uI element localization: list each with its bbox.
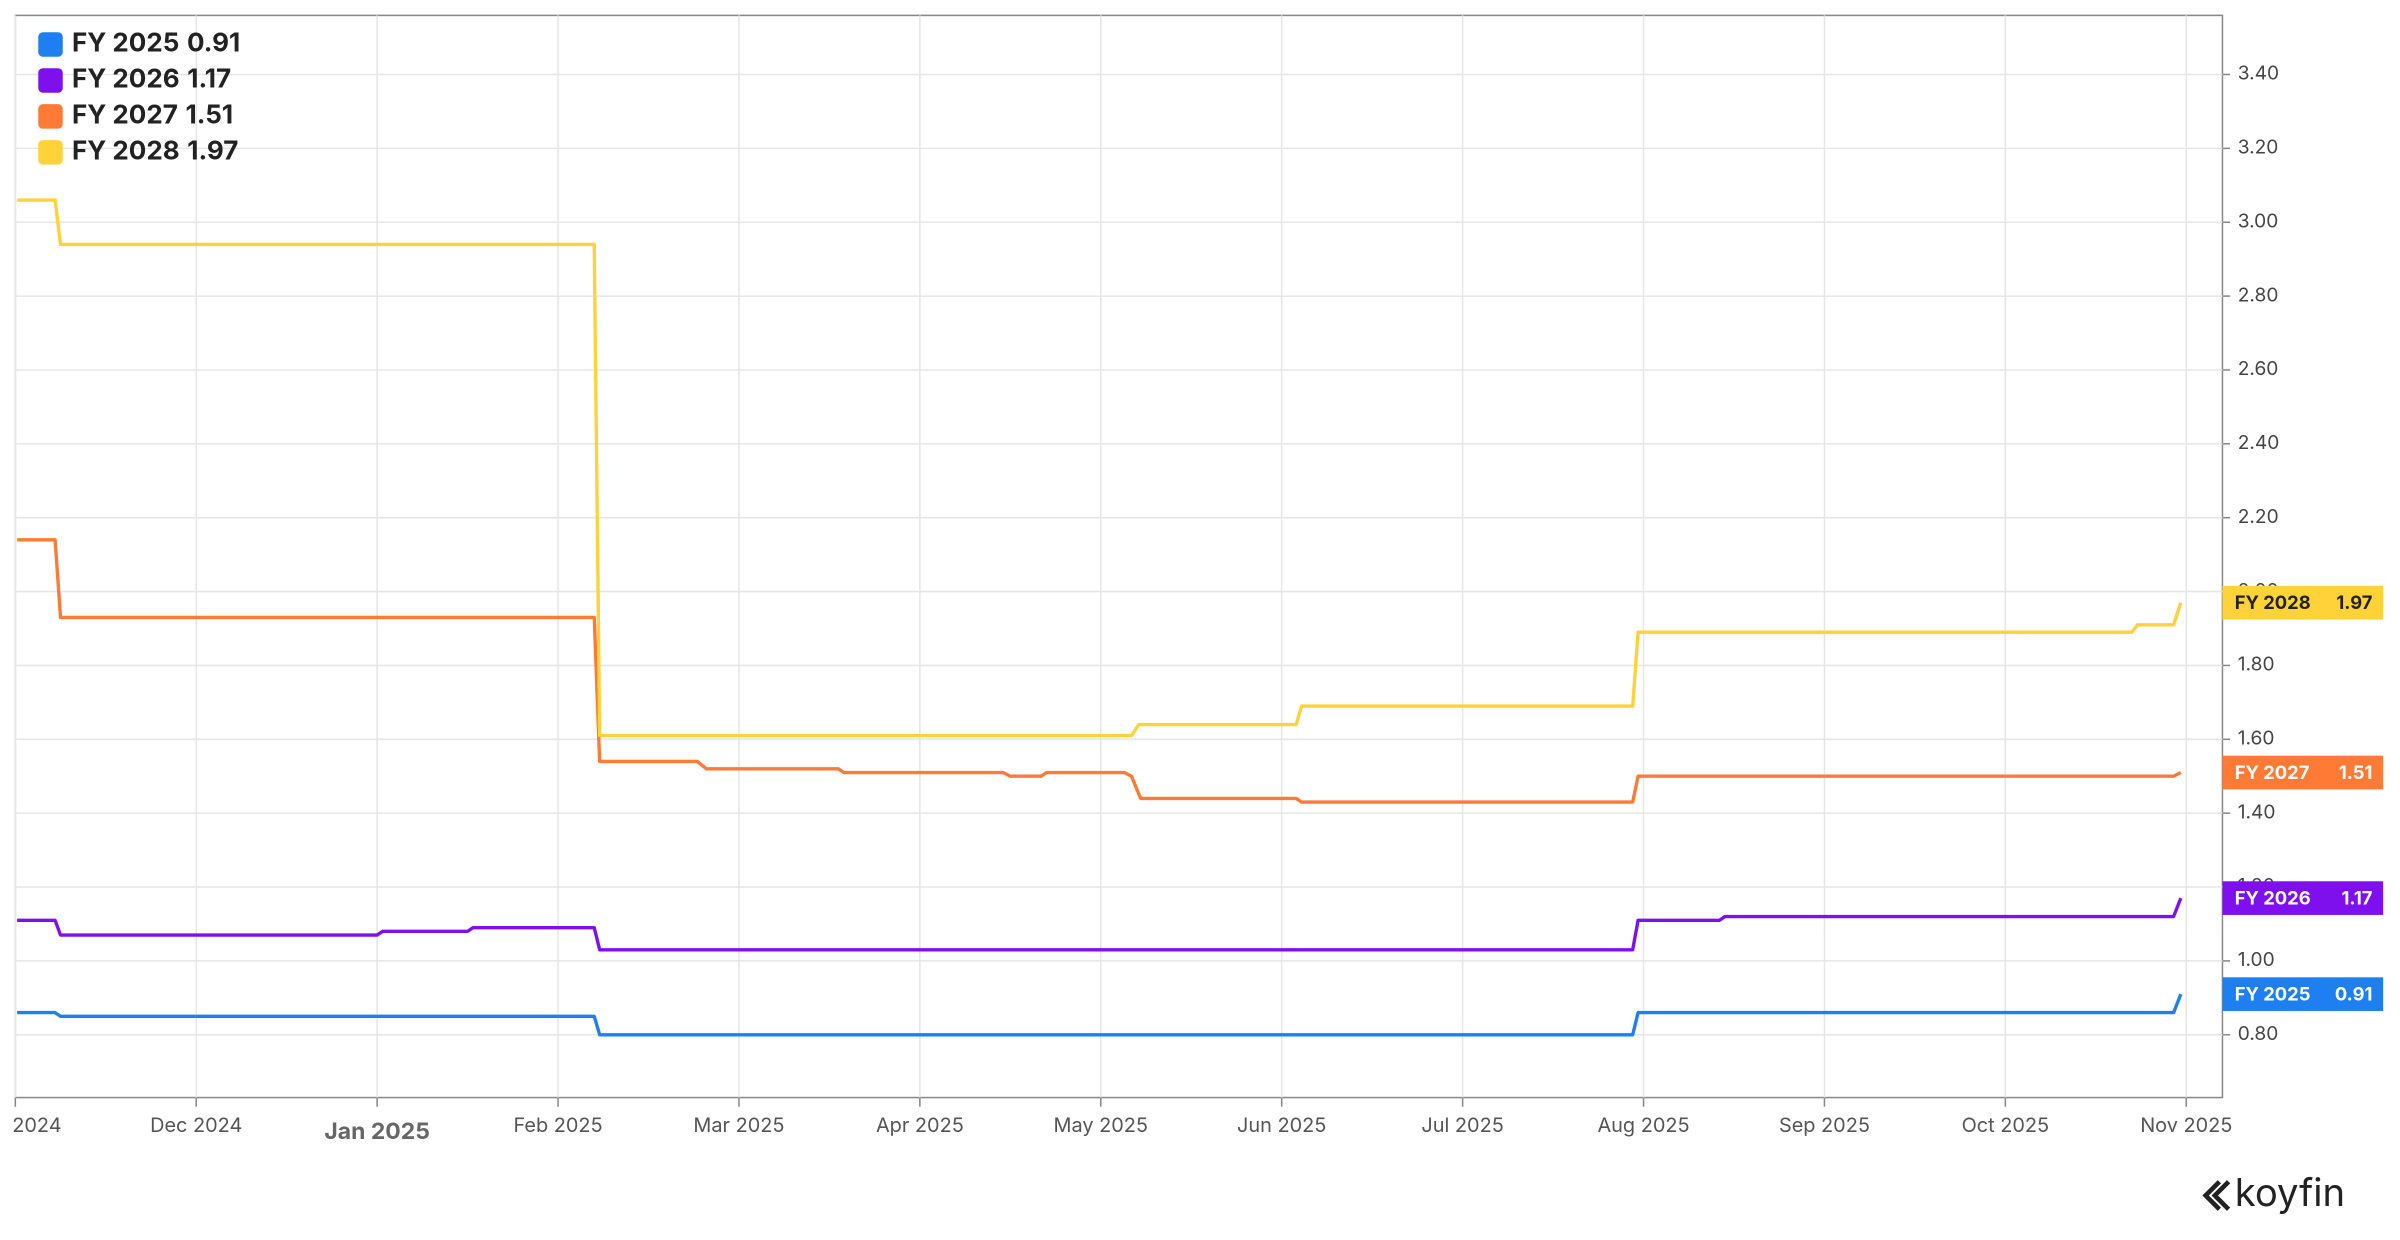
value-tag-name: FY 2025	[2235, 984, 2311, 1006]
x-tick-label: 2024	[12, 1113, 61, 1137]
series-line	[17, 897, 2183, 952]
value-tag-value: 1.51	[2339, 762, 2373, 784]
value-tag-value: 0.91	[2335, 984, 2373, 1006]
y-tick-label: 1.80	[2238, 652, 2275, 676]
series-line	[17, 538, 2182, 804]
x-tick-label: Feb 2025	[513, 1113, 602, 1137]
legend-label: FY 2028	[72, 136, 180, 167]
legend-label: FY 2027	[72, 100, 178, 131]
y-tick-label: 1.60	[2238, 726, 2275, 750]
series-line	[17, 198, 2183, 738]
y-tick-label: 3.20	[2238, 135, 2279, 159]
legend-swatch	[38, 104, 63, 129]
logo: koyfin	[2202, 1170, 2345, 1216]
legend-swatch	[38, 68, 63, 93]
value-tag	[2222, 755, 2384, 790]
lines	[17, 198, 2183, 1037]
legend-swatch	[38, 140, 63, 165]
x-tick-label: Jun 2025	[1237, 1113, 1326, 1137]
value-tag-name: FY 2026	[2235, 888, 2311, 910]
grid	[14, 15, 2223, 1098]
y-tick-label: 2.80	[2238, 282, 2279, 306]
legend-swatch	[38, 32, 63, 57]
y-tick-label: 3.00	[2238, 208, 2279, 232]
logo-text: koyfin	[2235, 1170, 2345, 1216]
legend-value: 1.17	[187, 64, 231, 95]
y-tick-label: 3.40	[2238, 61, 2279, 85]
x-tick-label: May 2025	[1054, 1113, 1148, 1137]
value-tag	[2222, 881, 2384, 915]
legend-label: FY 2025	[72, 28, 179, 59]
x-tick-label: Oct 2025	[1962, 1113, 2050, 1137]
x-tick-label: Apr 2025	[876, 1113, 964, 1137]
value-tag-name: FY 2027	[2235, 762, 2310, 784]
legend-value: 0.91	[187, 28, 240, 59]
y-tick-label: 2.40	[2238, 430, 2280, 454]
value-tag	[2222, 977, 2384, 1011]
legend-value: 1.51	[185, 100, 233, 131]
tags: FY 2025 0.91 FY 2026 1.17 FY 2027 1.51 FY 2028…	[2222, 585, 2384, 1011]
x-tick-label: Nov 2025	[2140, 1113, 2232, 1137]
value-tag-value: 1.17	[2341, 888, 2372, 910]
x-tick-label: Mar 2025	[693, 1113, 784, 1137]
x-tick-label: Jan 2025	[324, 1117, 429, 1145]
y-tick-label: 2.60	[2238, 356, 2279, 380]
y-tick-label: 1.40	[2238, 799, 2276, 823]
y-tick-label: 0.80	[2238, 1021, 2279, 1045]
value-tag-name: FY 2028	[2235, 592, 2311, 614]
series-line	[17, 993, 2183, 1037]
x-tick-label: Jul 2025	[1421, 1113, 1503, 1137]
legend-label: FY 2026	[72, 64, 180, 95]
y-tick-label: 2.20	[2238, 504, 2279, 528]
x-tick-label: Sep 2025	[1779, 1113, 1870, 1137]
y-tick-label: 1.00	[2238, 947, 2275, 971]
x-tick-label: Aug 2025	[1597, 1113, 1689, 1137]
legend-value: 1.97	[187, 136, 238, 167]
x-tick-label: Dec 2024	[150, 1113, 242, 1137]
value-tag	[2222, 585, 2384, 620]
logo-icon	[2202, 1180, 2231, 1211]
value-tag-value: 1.97	[2336, 592, 2372, 614]
